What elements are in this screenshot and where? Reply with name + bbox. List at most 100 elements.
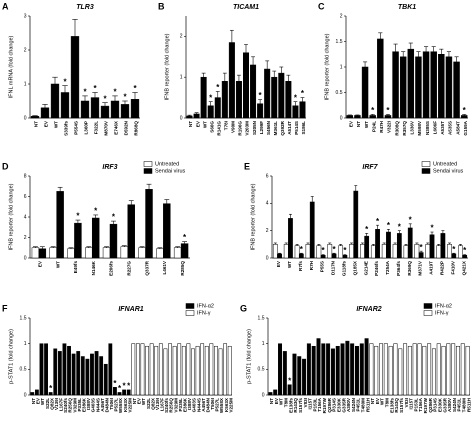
x-tick-label: S60G [209, 121, 214, 133]
bar [44, 343, 48, 396]
x-tick-label: I115T [409, 398, 414, 410]
bar [40, 107, 50, 119]
bar [297, 356, 302, 396]
bar [326, 343, 331, 396]
significance-star: * [103, 94, 107, 103]
x-tick-label: R143Q [293, 398, 298, 413]
significance-star: * [376, 217, 380, 226]
bar [349, 244, 354, 259]
bar [30, 116, 40, 119]
bar [172, 345, 177, 396]
bar [438, 54, 445, 119]
bar [369, 115, 376, 119]
bar [186, 343, 191, 396]
x-tick-label: R7fs [298, 261, 303, 271]
bar [39, 343, 44, 396]
x-tick-label: N444S [196, 398, 201, 412]
bar [338, 245, 344, 259]
legend-swatch [143, 168, 153, 174]
bar [214, 345, 218, 396]
x-tick-label: Q82X [150, 397, 155, 410]
bar [117, 392, 122, 396]
bar [200, 76, 207, 119]
bar [91, 217, 100, 259]
bar [377, 38, 384, 119]
bar [364, 235, 370, 259]
y-tick-label: 2 [24, 47, 27, 53]
y-tick-label: 3 [24, 13, 27, 19]
bar [422, 51, 430, 119]
y-tick-label: 1.5 [336, 39, 343, 45]
x-tick-label: A584T [455, 121, 460, 135]
significance-star: * [430, 224, 434, 233]
significance-star: * [76, 212, 80, 221]
x-tick-label: T78I [224, 121, 229, 130]
y-tick-label: 8 [24, 173, 27, 179]
x-tick-label: G159A [463, 120, 468, 135]
x-tick-label: L606F [432, 121, 437, 134]
bar [186, 115, 193, 119]
bar [264, 68, 271, 119]
y-tick-label: 4 [24, 214, 27, 220]
x-tick-label: E49fs [73, 261, 78, 274]
bar [257, 103, 264, 119]
significance-star: * [371, 106, 375, 115]
x-tick-label: K563X [123, 397, 128, 412]
bar [180, 243, 189, 259]
legend-label: Sendai virus [433, 168, 464, 174]
x-tick-label: R511H [365, 397, 370, 412]
bar [392, 244, 398, 259]
y-tick-label: 1 [180, 75, 183, 81]
bar [431, 348, 436, 396]
bar [138, 247, 146, 259]
x-tick-label: P153L [413, 398, 418, 412]
x-tick-label: T156A [418, 397, 423, 411]
bar [305, 244, 311, 259]
significance-star: * [387, 221, 391, 230]
significance-star: * [409, 215, 413, 224]
bar [209, 343, 214, 396]
x-tick-label: D484N [104, 397, 109, 412]
bar [412, 343, 417, 396]
y-tick-label: 1 [262, 341, 265, 347]
bar [436, 343, 441, 396]
bar [353, 190, 359, 259]
bar [374, 345, 379, 396]
x-tick-label: Q185X [352, 260, 357, 275]
bar [292, 353, 297, 396]
x-tick-label: EV [44, 120, 49, 127]
bar [430, 51, 437, 119]
panel-letter: G [240, 303, 247, 313]
x-tick-label: I388V [86, 397, 91, 410]
bar [403, 343, 408, 396]
bar [403, 245, 409, 259]
y-tick-label: 0.5 [336, 90, 343, 96]
legend-label: Sendai virus [155, 168, 186, 174]
bar [311, 345, 316, 396]
significance-star: * [133, 84, 137, 93]
bar [299, 101, 306, 119]
x-tick-label: T8M [284, 398, 289, 407]
x-tick-label: A380V [447, 397, 452, 412]
y-tick-label: 1 [24, 341, 27, 347]
legend-swatch [185, 303, 195, 309]
x-tick-label: P55S [320, 261, 325, 272]
x-tick-label: S157fs [298, 398, 303, 413]
x-tick-label: A535T [440, 121, 445, 135]
bar [181, 345, 186, 396]
y-axis-label: p-STAT1 (fold change) [246, 329, 252, 384]
x-tick-label: A514T [287, 121, 292, 135]
bar [71, 353, 76, 396]
chart-title: IRF7 [362, 164, 378, 171]
bar [298, 253, 304, 259]
x-tick-label: WT [55, 261, 60, 268]
significance-star: * [343, 246, 347, 255]
y-axis-label: IFNB reporter (fold change) [8, 183, 14, 250]
x-tick-label: WT [287, 261, 292, 268]
significance-star: * [322, 246, 326, 255]
bar [407, 48, 415, 119]
bar [60, 92, 70, 119]
y-axis-label: IFNB reporter (fold change) [250, 183, 256, 250]
x-tick-label: S157fs [399, 398, 404, 413]
x-tick-label: R256Q [169, 398, 174, 413]
